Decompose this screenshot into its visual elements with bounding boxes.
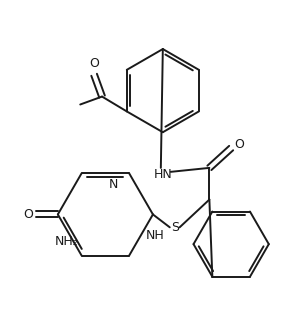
Text: S: S (171, 221, 179, 234)
Text: O: O (89, 57, 99, 70)
Text: NH: NH (146, 229, 165, 242)
Text: N: N (108, 178, 118, 191)
Text: O: O (23, 208, 33, 221)
Text: HN: HN (153, 168, 172, 181)
Text: NH₂: NH₂ (55, 235, 79, 248)
Text: O: O (234, 137, 244, 151)
